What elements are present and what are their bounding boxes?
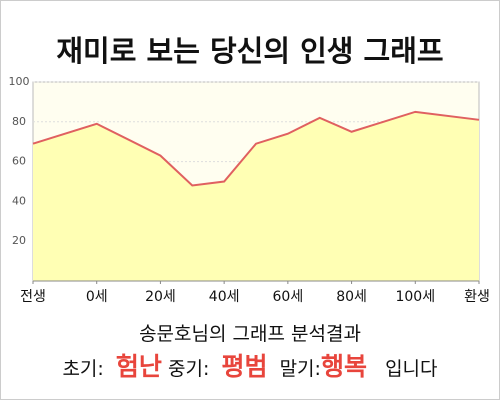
late-result: 행복 xyxy=(320,352,367,381)
early-label: 초기: xyxy=(62,358,104,380)
ending: 입니다 xyxy=(385,358,438,380)
x-tick-label: 환생 xyxy=(464,289,490,305)
late-label: 말기: xyxy=(279,358,321,380)
chart-title: 재미로 보는 당신의 인생 그래프 xyxy=(56,34,443,68)
x-tick-label: 전생 xyxy=(20,289,46,305)
x-tick-label: 60세 xyxy=(273,289,304,305)
mid-result: 평범 xyxy=(221,352,268,381)
line xyxy=(32,110,480,187)
analysis-result: 초기: 험난 중기: 평범 말기:행복 입니다 xyxy=(1,347,499,383)
x-tick-label: 0세 xyxy=(86,289,108,305)
x-tick-label: 40세 xyxy=(209,289,240,305)
y-tick-label: 80 xyxy=(12,115,26,128)
y-tick-label: 100 xyxy=(9,75,30,88)
x-tick-label: 20세 xyxy=(145,289,176,305)
x-tick-label: 80세 xyxy=(336,289,367,305)
y-tick-label: 40 xyxy=(12,194,26,207)
early-result: 험난 xyxy=(115,352,162,381)
mid-label: 중기: xyxy=(167,358,210,380)
analysis-heading: 송문호님의 그래프 분석결과 xyxy=(139,323,361,345)
y-tick-label: 20 xyxy=(12,234,26,247)
chart: 재미로 보는 당신의 인생 그래프 20 40 60 80 100 전생 0세 20세 40세 6… xyxy=(9,34,490,305)
x-tick-label: 100세 xyxy=(395,289,435,305)
y-tick-label: 60 xyxy=(12,155,26,168)
area xyxy=(33,111,479,281)
